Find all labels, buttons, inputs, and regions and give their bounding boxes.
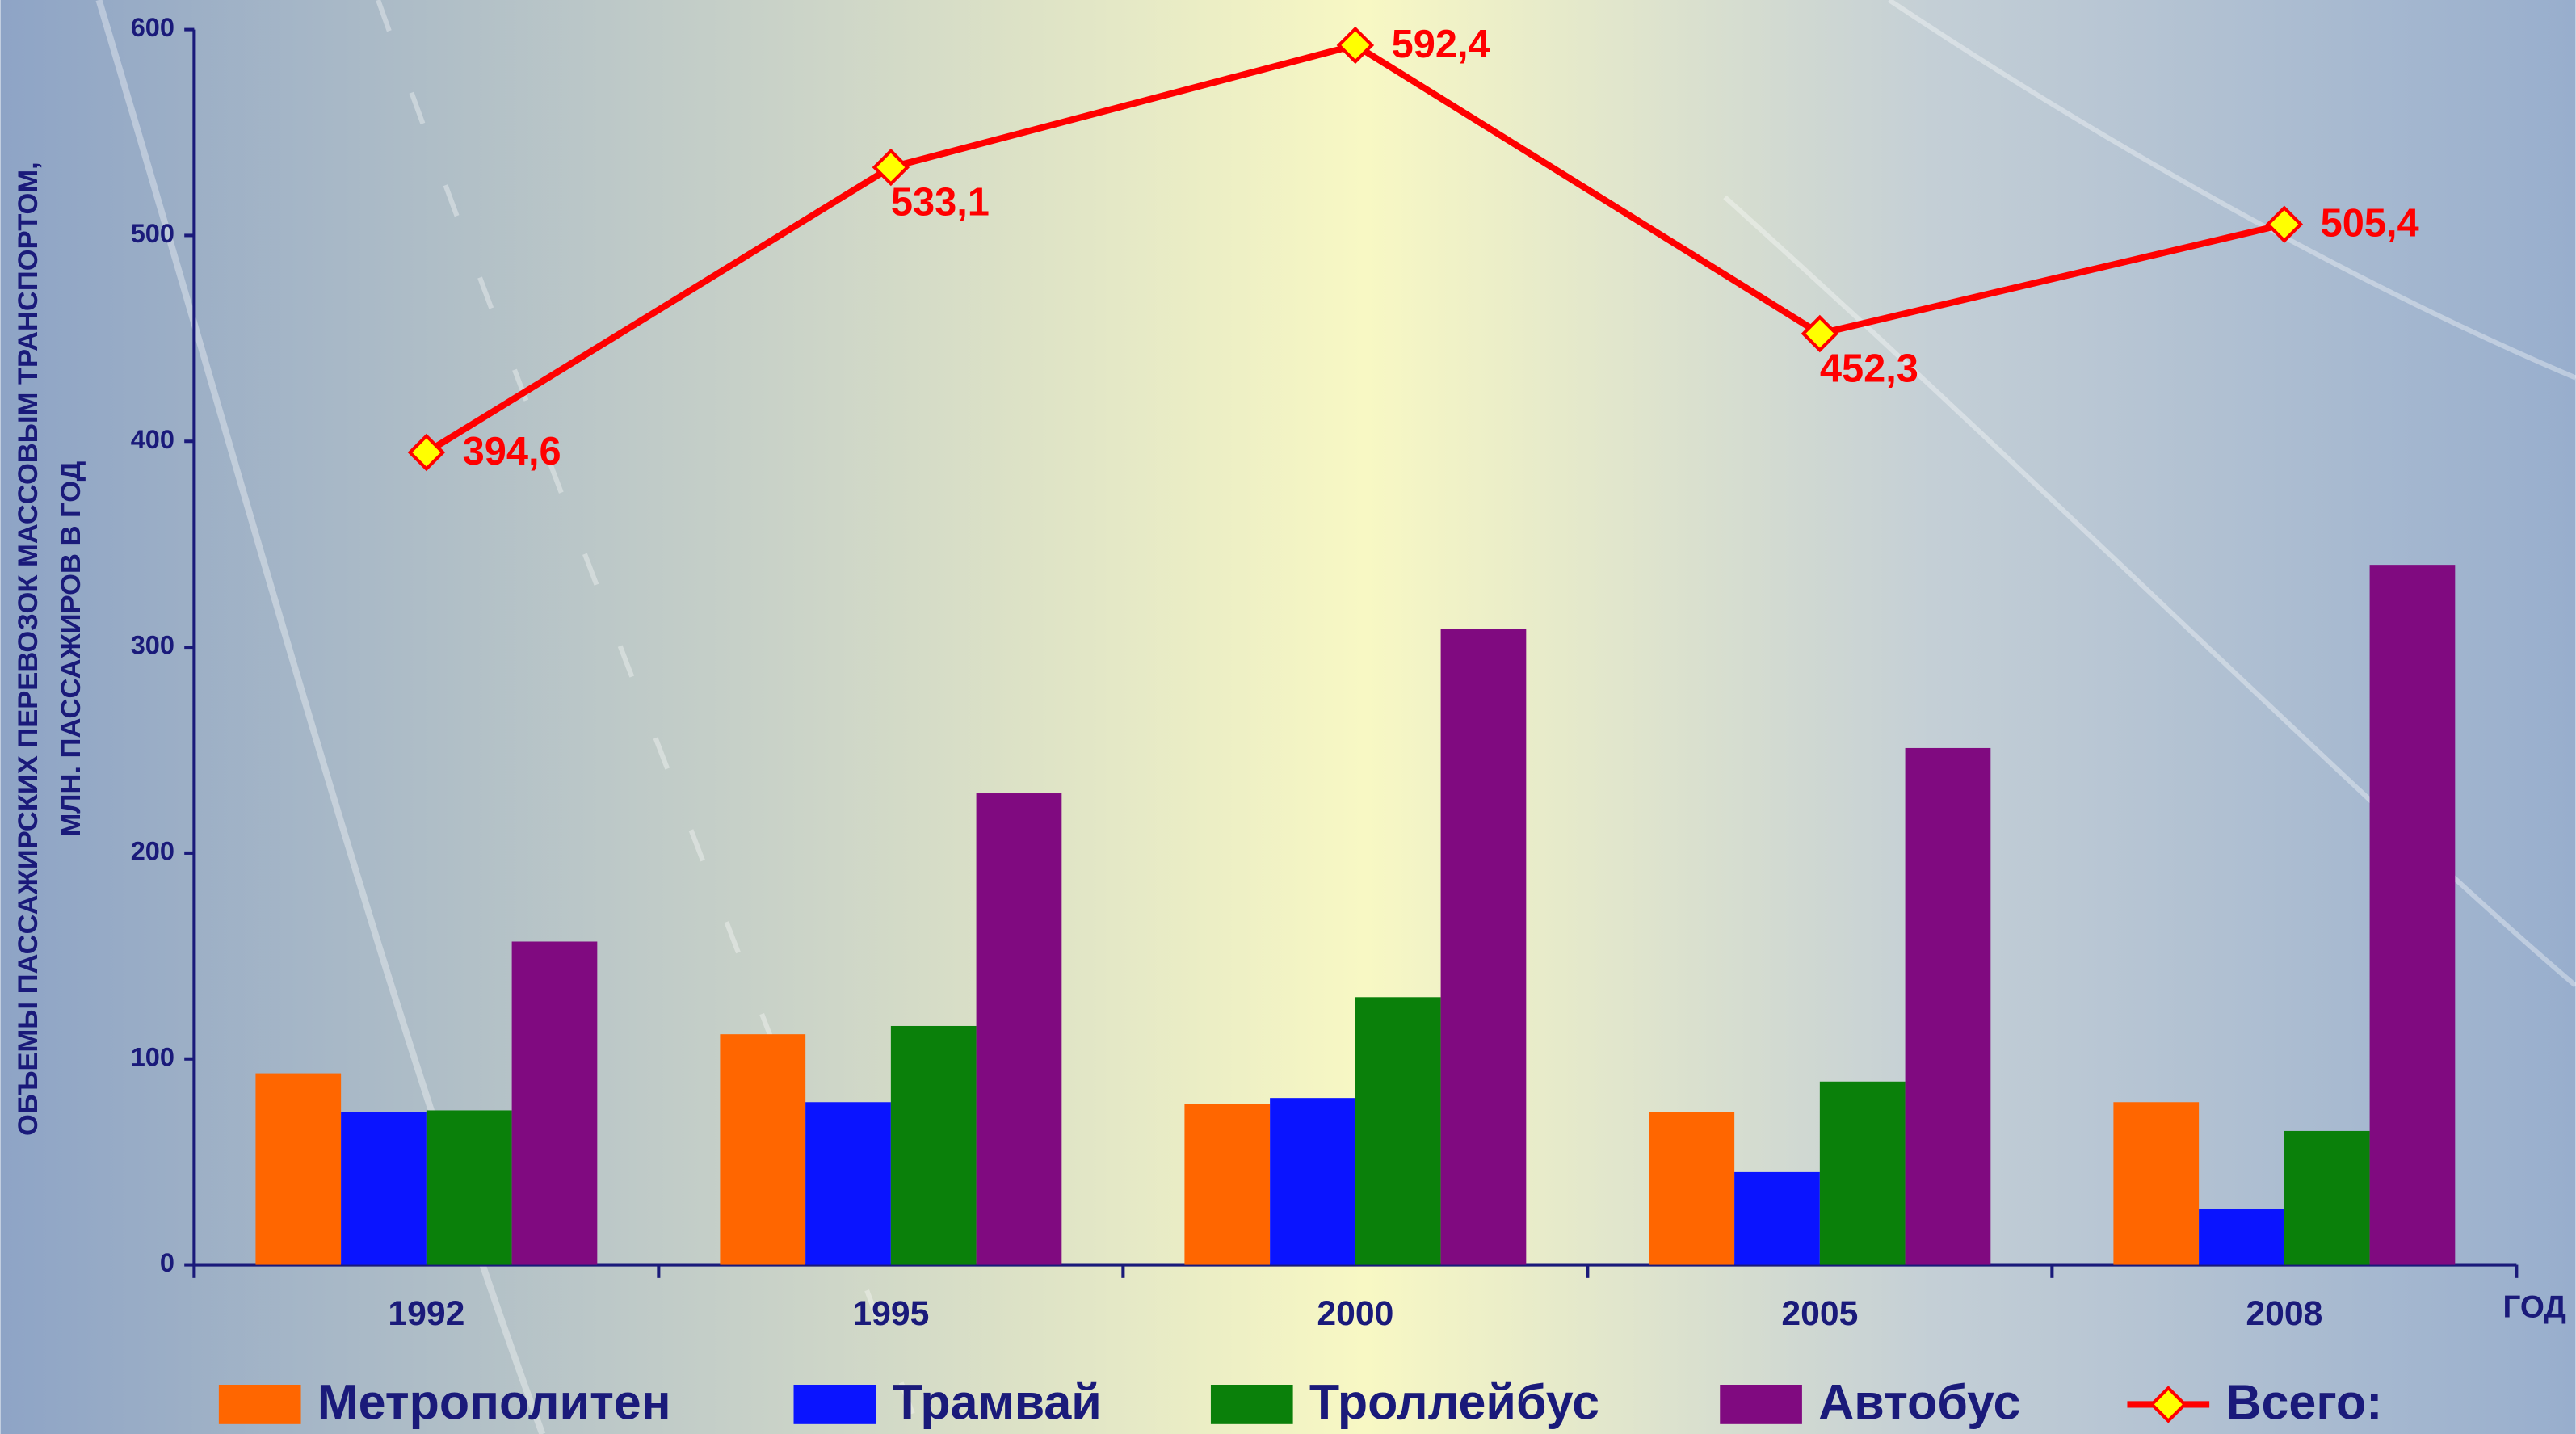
y-tick-label: 300 <box>131 631 174 660</box>
legend-swatch <box>219 1385 301 1424</box>
bar <box>1906 748 1991 1265</box>
bar <box>720 1034 805 1264</box>
y-tick-label: 200 <box>131 837 174 866</box>
y-tick-label: 0 <box>160 1248 174 1277</box>
legend-label: Метрополитен <box>317 1375 671 1430</box>
data-label: 394,6 <box>463 430 561 473</box>
legend-swatch <box>1211 1385 1293 1424</box>
bar <box>2284 1131 2370 1265</box>
x-tick-label: 2008 <box>2246 1294 2322 1333</box>
bar <box>341 1112 427 1265</box>
bar <box>1184 1104 1270 1265</box>
bar <box>1441 629 1527 1264</box>
bar <box>2113 1102 2199 1264</box>
legend-swatch <box>1720 1385 1802 1424</box>
bar <box>977 793 1062 1265</box>
x-tick-label: 2005 <box>1781 1294 1858 1333</box>
legend-label: Троллейбус <box>1309 1375 1599 1430</box>
legend-label: Автобус <box>1818 1375 2020 1430</box>
y-axis-title: ОБЪЕМЫ ПАССАЖИРСКИХ ПЕРЕВОЗОК МАССОВЫМ Т… <box>13 162 44 1136</box>
bar <box>512 941 598 1264</box>
data-label: 533,1 <box>891 181 990 225</box>
y-tick-label: 400 <box>131 425 174 454</box>
legend-label: Трамвай <box>892 1375 1101 1430</box>
bar <box>805 1102 891 1264</box>
bar <box>255 1074 341 1265</box>
data-label: 592,4 <box>1392 23 1490 66</box>
data-label: 452,3 <box>1820 347 1918 391</box>
legend-label: Всего: <box>2225 1375 2382 1430</box>
bar <box>891 1026 977 1265</box>
legend-swatch <box>794 1385 876 1424</box>
x-tick-label: 2000 <box>1317 1294 1393 1333</box>
bar <box>1734 1172 1820 1265</box>
x-tick-label: 1995 <box>852 1294 929 1333</box>
page: {"chart_data": { "type": "bar", "y_label… <box>0 0 2576 1434</box>
chart: ОБЪЕМЫ ПАССАЖИРСКИХ ПЕРЕВОЗОК МАССОВЫМ Т… <box>0 0 2576 1434</box>
bar <box>1820 1082 1906 1265</box>
bar <box>2370 565 2456 1264</box>
bar <box>1270 1098 1355 1264</box>
x-axis-title: ГОД <box>2502 1290 2565 1325</box>
bar <box>1649 1112 1734 1265</box>
y-axis-title: МЛН. ПАССАЖИРОВ В ГОД <box>56 461 86 837</box>
bar <box>2199 1209 2284 1265</box>
data-label: 505,4 <box>2321 202 2419 246</box>
x-tick-label: 1992 <box>388 1294 464 1333</box>
y-tick-label: 500 <box>131 219 174 248</box>
bar <box>427 1110 512 1264</box>
bar <box>1355 997 1441 1264</box>
y-tick-label: 600 <box>131 13 174 42</box>
y-tick-label: 100 <box>131 1042 174 1071</box>
